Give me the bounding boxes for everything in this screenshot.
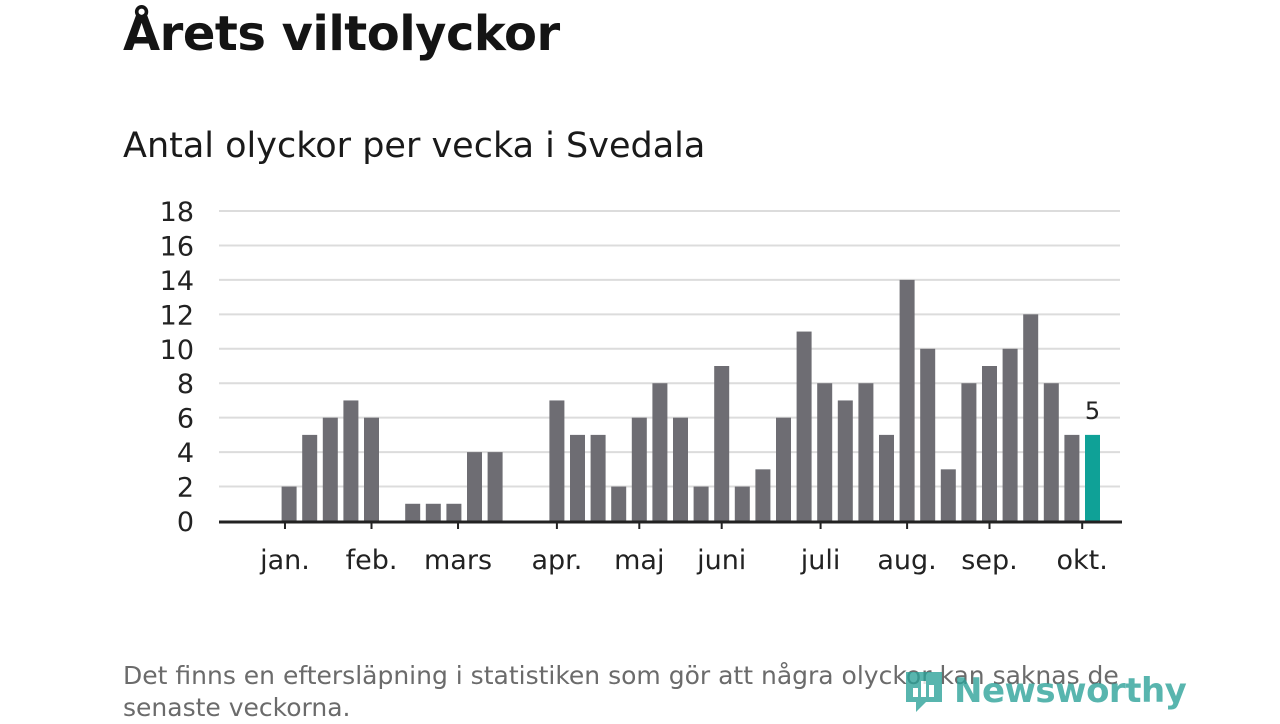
bar xyxy=(673,417,688,521)
bar xyxy=(920,348,936,521)
bar xyxy=(940,469,956,521)
bar xyxy=(837,400,853,521)
bar xyxy=(322,417,338,521)
bar xyxy=(425,503,441,521)
bar xyxy=(467,452,482,521)
y-tick-label: 16 xyxy=(160,231,194,262)
bar xyxy=(796,331,812,521)
bar xyxy=(1043,383,1059,521)
bar xyxy=(549,400,565,521)
chart-subtitle: Antal olyckor per vecka i Svedala xyxy=(123,126,706,166)
bar xyxy=(961,383,977,521)
bar xyxy=(446,503,462,521)
x-tick-label: juni xyxy=(696,545,746,576)
x-tick-label: okt. xyxy=(1057,545,1108,576)
x-tick-label: feb. xyxy=(346,545,398,576)
bar xyxy=(982,366,997,521)
brand-logo[interactable]: Newsworthy xyxy=(902,668,1187,714)
bar xyxy=(693,486,709,521)
bar xyxy=(755,469,771,521)
bar xyxy=(652,383,668,521)
y-tick-label: 2 xyxy=(177,473,194,504)
bar xyxy=(1064,434,1080,521)
y-tick-label: 12 xyxy=(160,300,194,331)
x-tick-label: juli xyxy=(800,545,841,576)
x-tick-label: jan. xyxy=(259,545,310,576)
bar xyxy=(899,279,915,521)
bar xyxy=(364,417,379,521)
bar xyxy=(1023,314,1039,521)
bar xyxy=(611,486,627,521)
bar xyxy=(405,503,421,521)
bar xyxy=(487,452,503,521)
bar xyxy=(734,486,750,521)
bar xyxy=(281,486,297,521)
y-tick-label: 6 xyxy=(177,404,194,435)
brand-name: Newsworthy xyxy=(954,671,1187,711)
bar xyxy=(776,417,791,521)
bar xyxy=(858,383,874,521)
bar xyxy=(879,434,894,521)
bar xyxy=(714,366,730,521)
bar xyxy=(631,417,647,521)
bar xyxy=(570,434,585,521)
y-tick-label: 18 xyxy=(160,197,194,228)
x-tick-label: aug. xyxy=(877,545,936,576)
y-tick-label: 4 xyxy=(177,438,194,469)
bar xyxy=(817,383,833,521)
bar xyxy=(343,400,359,521)
y-tick-label: 0 xyxy=(177,507,194,538)
x-tick-label: mars xyxy=(424,545,492,576)
y-tick-label: 10 xyxy=(160,335,194,366)
bar xyxy=(1002,348,1018,521)
footnote: Det finns en eftersläpning i statistiken… xyxy=(123,661,1119,722)
x-tick-label: apr. xyxy=(531,545,582,576)
bars: 5 xyxy=(281,279,1100,521)
x-axis-month-labels: jan. feb. mars apr. maj juni juli aug. sep. okt. xyxy=(259,521,1108,576)
bar xyxy=(590,434,606,521)
bar-highlighted xyxy=(1085,434,1100,521)
bar xyxy=(302,434,318,521)
y-tick-label: 14 xyxy=(160,266,194,297)
highlight-data-label: 5 xyxy=(1085,397,1100,425)
newsworthy-logo-icon xyxy=(906,672,942,712)
y-tick-label: 8 xyxy=(177,369,194,400)
chart-title: Årets viltolyckor xyxy=(123,6,560,62)
x-tick-label: sep. xyxy=(961,545,1017,576)
x-tick-label: maj xyxy=(614,545,664,576)
